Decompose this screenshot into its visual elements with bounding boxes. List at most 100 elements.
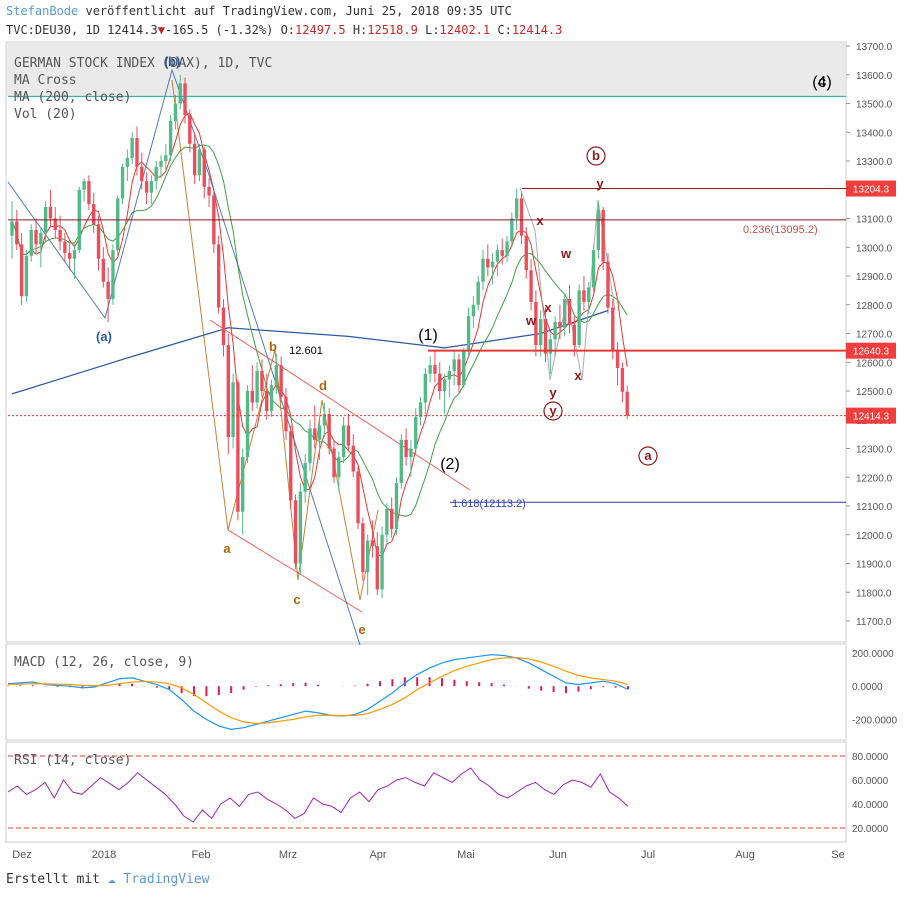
rsi-axis-label: 80.0000 (852, 752, 889, 763)
candle-body (514, 198, 519, 219)
candle-body (529, 270, 533, 302)
candle-body (587, 287, 591, 302)
candle-body (361, 523, 365, 573)
candle-body (606, 261, 610, 308)
high-value: 12518.9 (367, 23, 418, 37)
macd-axis-label: 200.0000 (852, 649, 894, 660)
candle-body (72, 250, 77, 259)
candle-body (476, 281, 480, 305)
candle-body (269, 385, 274, 412)
candle-body (24, 255, 29, 297)
rsi-axis-label: 40.0000 (852, 800, 889, 811)
candle-body (144, 181, 149, 193)
price-axis-label: 13300.0 (856, 157, 893, 168)
price-axis-label: 13600.0 (856, 71, 893, 82)
candle-body (29, 230, 33, 256)
candle-body (351, 445, 355, 472)
ohlc-header: TVC:DEU30, 1D 12414.3▼-165.5 (-1.32%) O:… (6, 23, 562, 37)
symbol-name-label[interactable]: GERMAN STOCK INDEX (DAX), 1D, TVC (14, 56, 273, 71)
candle-body (125, 158, 130, 167)
wave-label: e (358, 622, 365, 637)
price-axis-label: 13500.0 (856, 100, 893, 111)
price-axis-label: 13000.0 (856, 243, 893, 254)
wave-label: w (560, 246, 572, 261)
candle-body (10, 221, 14, 236)
close-value: 12414.3 (511, 23, 563, 37)
candle-body (462, 350, 466, 386)
candle-body (159, 161, 163, 167)
candle-body (250, 391, 254, 403)
vol-label[interactable]: Vol (20) (14, 107, 77, 122)
wave-label: y (549, 403, 557, 418)
candle-body (418, 402, 423, 417)
candle-body (293, 500, 298, 564)
candle-body (149, 181, 154, 193)
candle-body (404, 439, 408, 458)
wave-label: d (319, 378, 327, 393)
candle-body (390, 508, 394, 529)
candle-body (289, 431, 293, 501)
candle-body (265, 391, 269, 412)
wave-label: c (818, 74, 826, 91)
x-axis-label: Jul (641, 849, 655, 861)
candle-body (519, 198, 524, 236)
macd-label[interactable]: MACD (12, 26, close, 9) (14, 655, 195, 670)
tradingview-link[interactable]: TradingView (123, 872, 210, 887)
candle-body (471, 304, 476, 317)
wave-label: 12.601 (289, 345, 323, 357)
candle-body (615, 350, 620, 368)
candle-body (428, 365, 432, 374)
price-badge-label: 12414.3 (853, 412, 890, 423)
rsi-axis-label: 60.0000 (852, 776, 889, 787)
candle-body (611, 307, 615, 351)
price-axis-label: 11700.0 (856, 617, 892, 628)
candle-body (53, 218, 57, 230)
wave-label: x (574, 368, 582, 383)
price-axis-label: 12900.0 (856, 272, 893, 283)
candle-body (457, 359, 461, 386)
rsi-pane (5, 741, 847, 843)
candle-body (140, 166, 144, 182)
rsi-label[interactable]: RSI (14, close) (14, 753, 132, 768)
wave-line (227, 529, 363, 613)
candle-body (245, 391, 250, 458)
wave-line (7, 68, 361, 646)
candle-body (577, 290, 581, 345)
wave-label: b (592, 148, 600, 163)
price-axis-label: 13700.0 (856, 42, 893, 53)
author-name[interactable]: StefanBode (6, 4, 79, 18)
candle-body (120, 166, 125, 199)
candle-body (241, 457, 245, 512)
price-axis-label: 12000.0 (856, 531, 893, 542)
candle-body (356, 471, 360, 524)
ma-cross-label[interactable]: MA Cross (14, 73, 77, 88)
close-label: C: (497, 23, 512, 37)
candle-body (207, 186, 211, 196)
candle-body (332, 448, 336, 478)
candle-body (168, 120, 173, 156)
price-pane (5, 41, 847, 643)
candle-body (327, 414, 331, 449)
candle-body (173, 103, 178, 121)
candle-body (63, 241, 67, 253)
change-value: -165.5 (-1.32%) (164, 23, 274, 37)
candle-body (279, 365, 283, 397)
candle-body (92, 204, 96, 225)
price-axis-label: 12800.0 (856, 301, 893, 312)
candle-body (298, 491, 303, 564)
candle-body (490, 261, 495, 268)
ma200-label[interactable]: MA (200, close) (14, 90, 132, 105)
candle-body (370, 540, 375, 547)
candle-body (15, 221, 19, 245)
macd-pane (5, 643, 847, 741)
legend-overlay (6, 42, 846, 96)
wave-label-circle (543, 401, 563, 421)
wave-line (519, 187, 616, 381)
candle-body (226, 345, 230, 437)
wave-label: y (596, 176, 604, 191)
candle-body (466, 316, 471, 351)
x-axis-label: Jun (549, 849, 567, 861)
candle-body (221, 307, 226, 345)
wave-label: w (525, 313, 537, 328)
